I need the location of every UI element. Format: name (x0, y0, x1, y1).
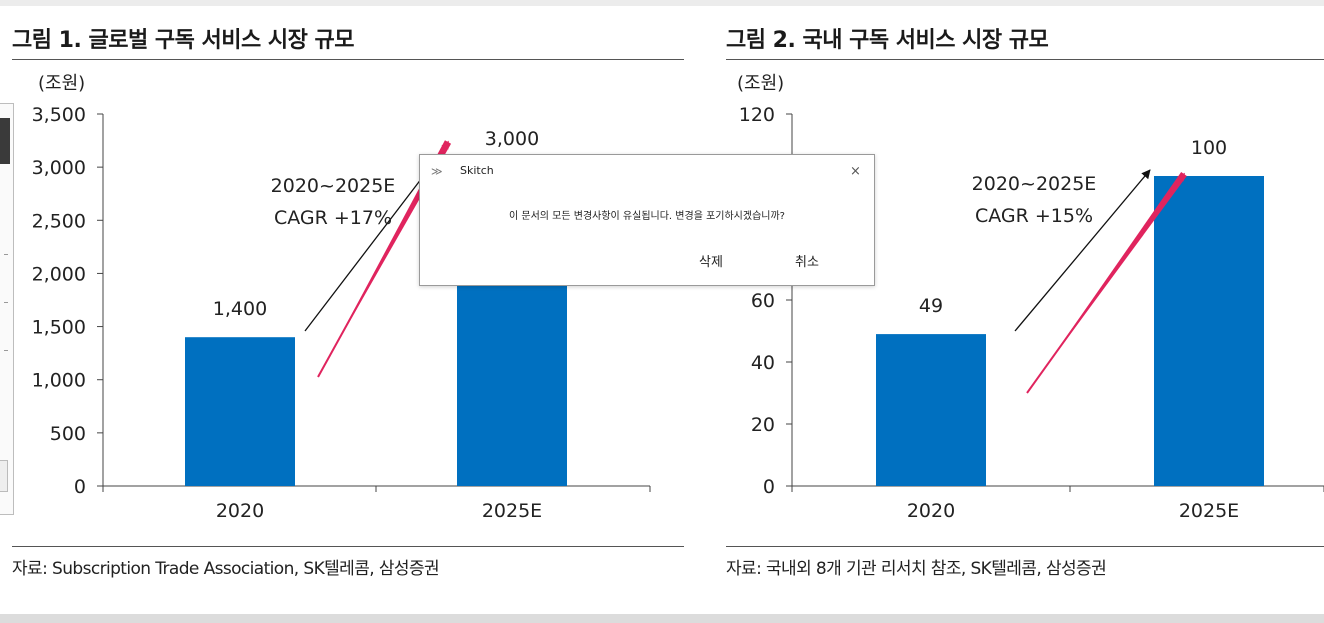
y-tick-label: 3,000 (32, 157, 86, 179)
cagr-annotation-line: CAGR +17% (274, 207, 392, 229)
figure-2-footer-rule (726, 546, 1324, 547)
y-tick-label: 500 (50, 423, 86, 445)
figure-1-title-rule (12, 59, 684, 60)
figure-2-title: 그림 2. 국내 구독 서비스 시장 규모 (726, 28, 1049, 53)
bar-value-label: 1,400 (213, 298, 267, 320)
figure-1-title: 그림 1. 글로벌 구독 서비스 시장 규모 (12, 28, 354, 53)
document-page (0, 6, 1324, 614)
delete-button[interactable]: 삭제 (699, 255, 723, 270)
y-tick-label: 0 (763, 476, 775, 498)
bar-value-label: 100 (1191, 137, 1227, 159)
side-window-block (0, 118, 10, 164)
figure-2-unit: (조원) (737, 73, 785, 94)
figure-2-bar-chart: 0204060801001204920201002025E2020~2025EC… (739, 104, 1324, 522)
figure-2-title-rule (726, 59, 1324, 60)
cagr-annotation-line: 2020~2025E (271, 175, 396, 197)
side-window-tick (4, 350, 8, 351)
side-window-tick (4, 254, 8, 255)
x-tick-label: 2025E (482, 500, 542, 522)
y-tick-label: 40 (751, 352, 775, 374)
bar-2020 (185, 337, 295, 486)
growth-arrow (304, 169, 429, 332)
figure-1-source: 자료: Subscription Trade Association, SK텔레… (12, 559, 440, 579)
top-strip (0, 0, 1324, 6)
skitch-app-icon: ≫ (431, 165, 443, 178)
x-tick-label: 2020 (907, 500, 955, 522)
dialog-title: Skitch (460, 164, 494, 177)
y-tick-label: 120 (739, 104, 775, 126)
bottom-strip (0, 614, 1324, 623)
cagr-annotation-line: CAGR +15% (975, 205, 1093, 227)
growth-arrow (1014, 169, 1151, 332)
figure-2-source: 자료: 국내외 8개 기관 리서치 참조, SK텔레콤, 삼성증권 (726, 559, 1107, 579)
y-tick-label: 0 (74, 476, 86, 498)
bar-2020 (876, 334, 986, 486)
bar-value-label: 3,000 (485, 128, 539, 150)
y-tick-label: 1,000 (32, 370, 86, 392)
discard-changes-dialog: ≫ Skitch × 이 문서의 모든 변경사항이 유실됩니다. 변경을 포기하… (419, 154, 875, 286)
cancel-button[interactable]: 취소 (795, 255, 819, 270)
side-window-button[interactable] (0, 460, 8, 492)
y-tick-label: 60 (751, 290, 775, 312)
x-tick-label: 2025E (1179, 500, 1239, 522)
close-icon[interactable]: × (850, 164, 861, 179)
y-tick-label: 20 (751, 414, 775, 436)
dialog-message: 이 문서의 모든 변경사항이 유실됩니다. 변경을 포기하시겠습니까? (509, 211, 785, 222)
red-annotation-arrow-line (1026, 172, 1185, 394)
figure-1-footer-rule (12, 546, 684, 547)
x-tick-label: 2020 (216, 500, 264, 522)
y-tick-label: 1,500 (32, 317, 86, 339)
y-tick-label: 2,000 (32, 263, 86, 285)
cagr-annotation-line: 2020~2025E (972, 173, 1097, 195)
side-window-fragment (0, 103, 14, 515)
figure-1-unit: (조원) (38, 73, 86, 94)
figure-1-bar-chart: 0 500 1,000 1,500 2,000 2,500 3,000 3,500 1,400 2… (32, 104, 651, 522)
y-tick-label: 2,500 (32, 210, 86, 232)
y-tick-label: 3,500 (32, 104, 86, 126)
bar-value-label: 49 (919, 295, 943, 317)
bar-2025E (1154, 176, 1264, 486)
side-window-tick (4, 302, 8, 303)
